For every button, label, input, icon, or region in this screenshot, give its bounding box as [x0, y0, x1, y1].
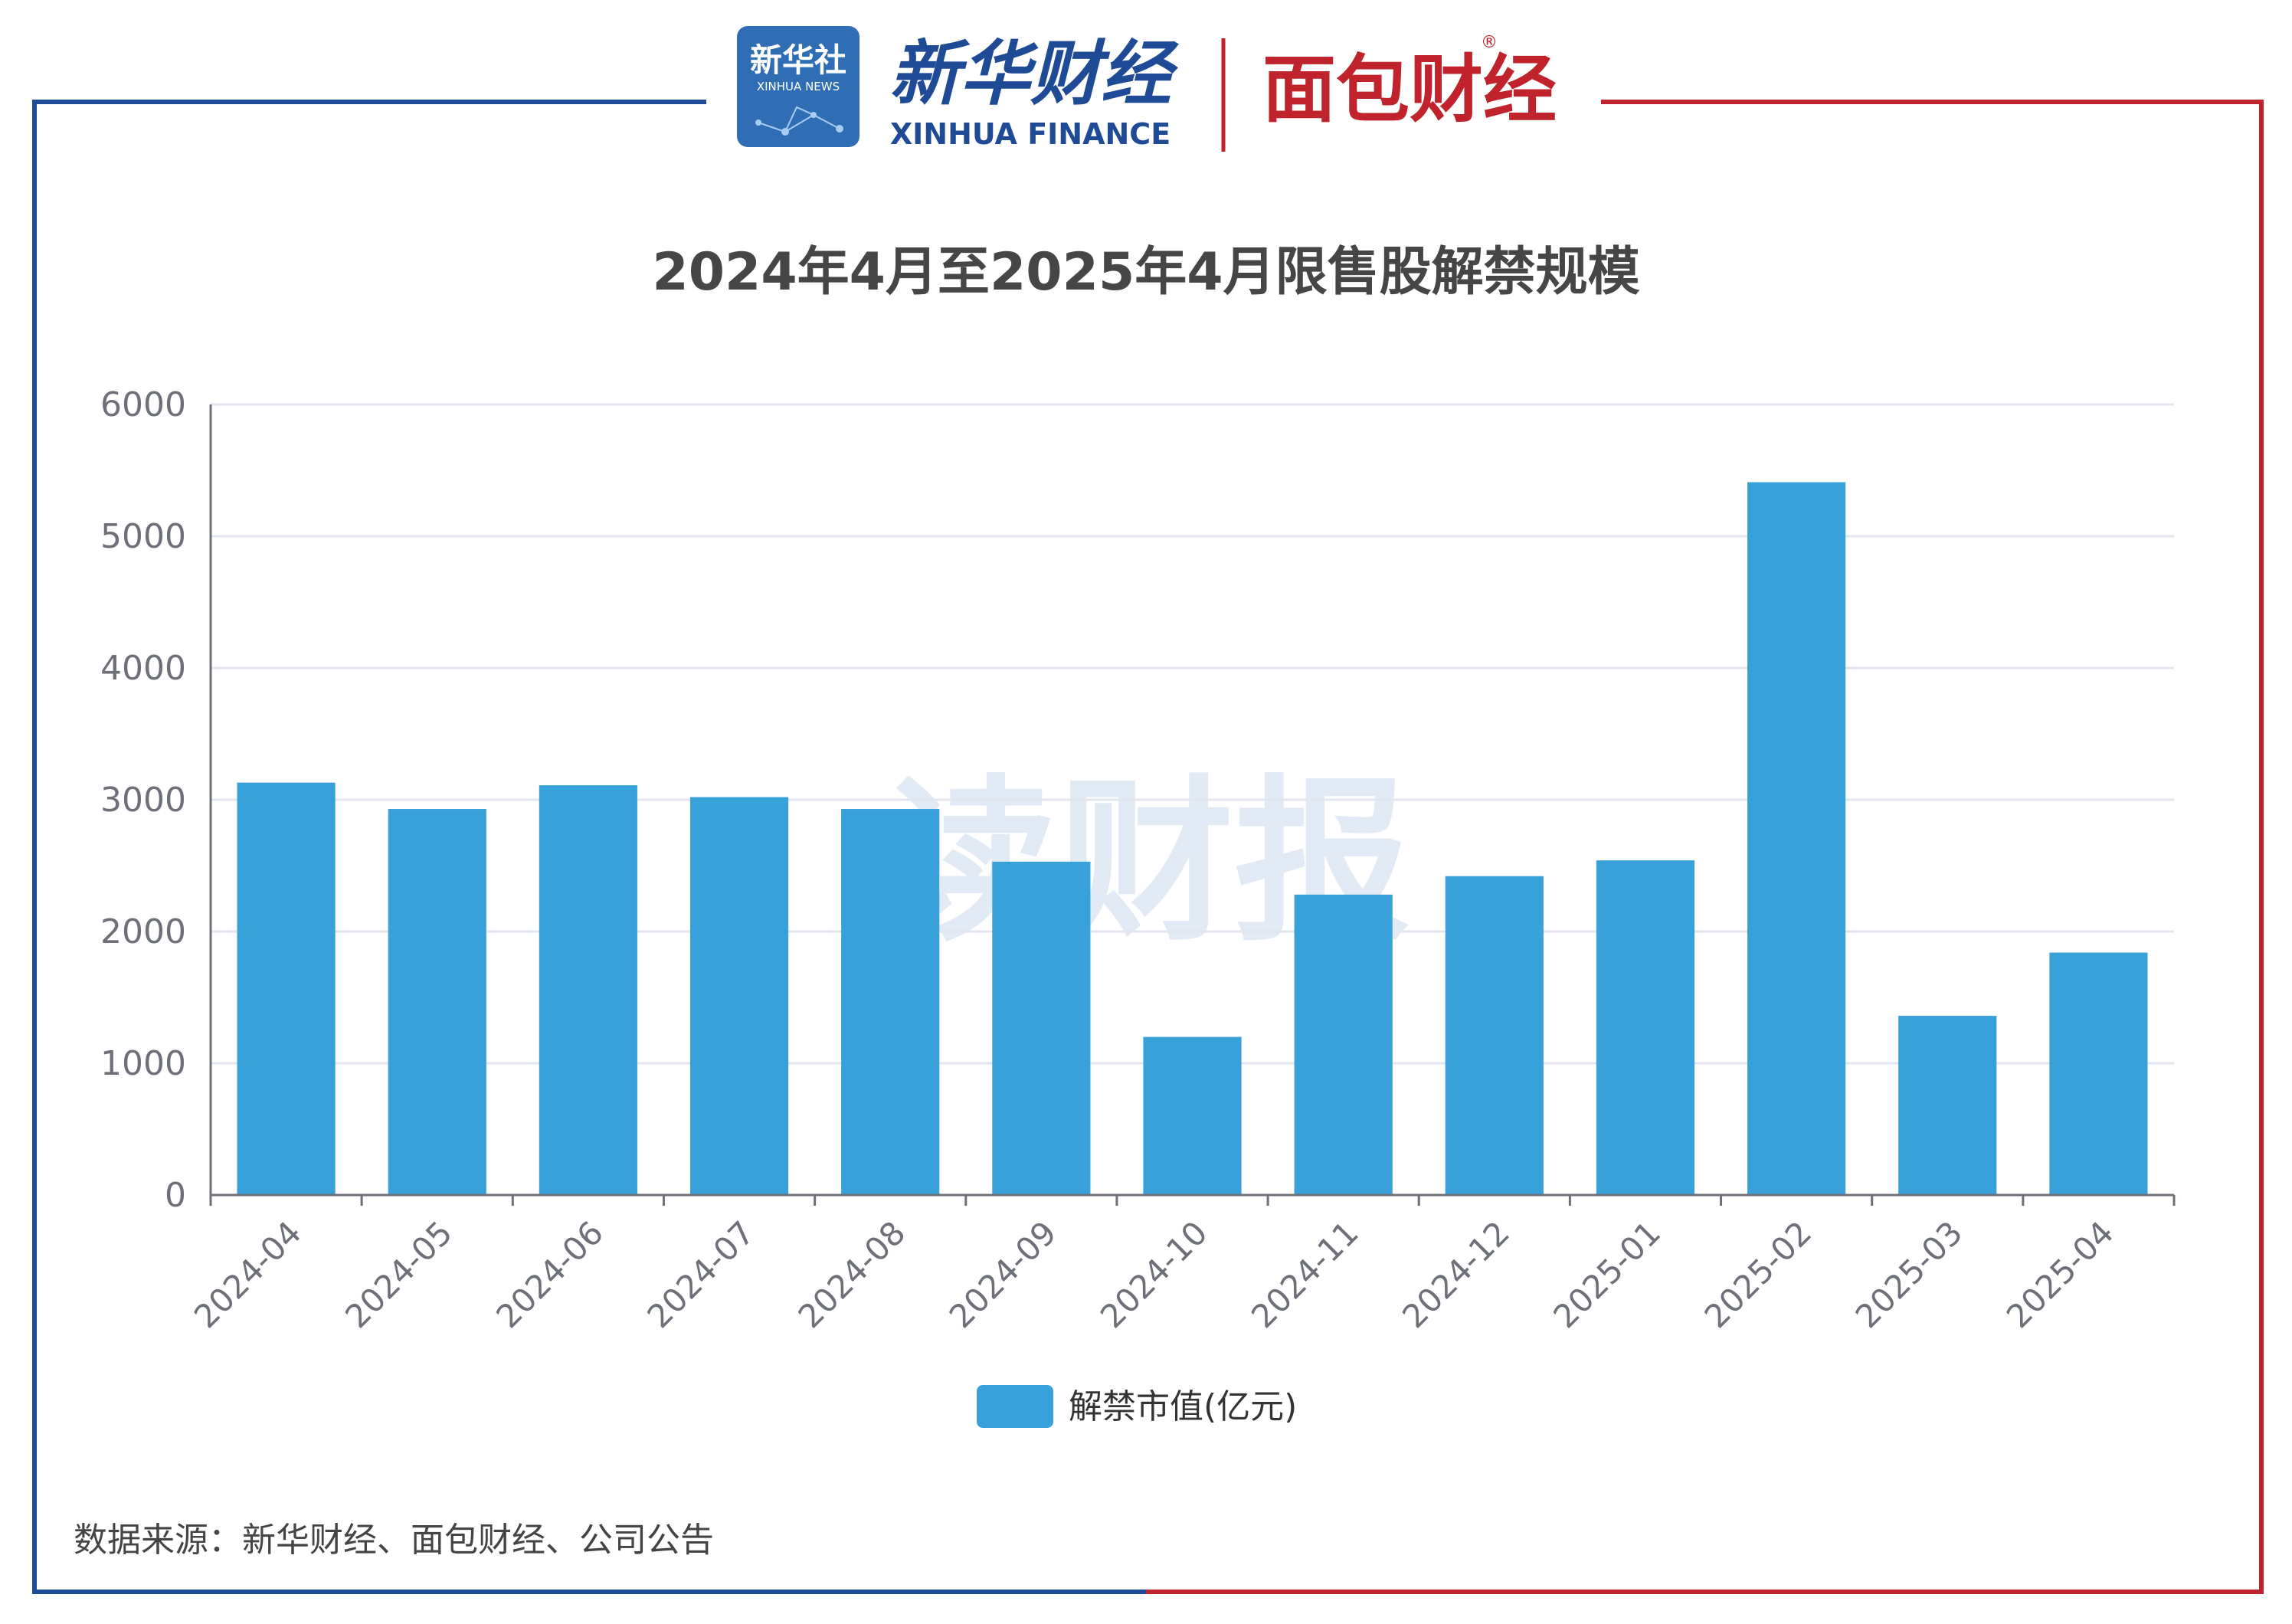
- header-logos: 新华社 XINHUA NEWS 新华财经 XINHUA FINANCE 面包财经…: [737, 26, 1557, 152]
- bar[interactable]: [388, 809, 486, 1195]
- frame: [32, 100, 2264, 1594]
- bar[interactable]: [237, 782, 336, 1195]
- xinhua-finance-en: XINHUA FINANCE: [890, 117, 1171, 151]
- x-tick-label: 2025-04: [1999, 1213, 2121, 1335]
- x-tick-label: 2024-09: [942, 1213, 1064, 1335]
- y-tick-label: 3000: [100, 781, 186, 820]
- legend-label: 解禁市值(亿元): [1069, 1387, 1297, 1426]
- x-tick-label: 2024-11: [1244, 1213, 1366, 1335]
- xinhua-news-logo: 新华社 XINHUA NEWS: [737, 26, 860, 147]
- bar[interactable]: [1596, 860, 1695, 1195]
- y-tick-label: 2000: [100, 912, 186, 951]
- y-tick-label: 0: [165, 1176, 186, 1215]
- x-tick-label: 2024-05: [338, 1213, 460, 1335]
- bar[interactable]: [841, 809, 940, 1195]
- axes: [209, 404, 2176, 1206]
- xinhua-finance-cn: 新华财经: [889, 33, 1179, 115]
- bar[interactable]: [1747, 482, 1846, 1195]
- bar[interactable]: [1143, 1036, 1242, 1195]
- y-axis-ticks: 0 1000 2000 3000 4000 5000 6000: [100, 385, 186, 1215]
- y-tick-label: 4000: [100, 649, 186, 688]
- x-tick-label: 2025-03: [1848, 1213, 1970, 1335]
- x-tick-label: 2025-01: [1546, 1213, 1668, 1335]
- legend[interactable]: 解禁市值(亿元): [977, 1385, 1297, 1428]
- frame-right-border: [1146, 100, 2264, 1594]
- bar[interactable]: [1445, 876, 1544, 1195]
- mianbao-logo: 面包财经: [1262, 47, 1557, 133]
- x-tick-label: 2024-12: [1395, 1213, 1517, 1335]
- xinhua-badge-en: XINHUA NEWS: [757, 80, 840, 93]
- bar[interactable]: [689, 797, 789, 1195]
- legend-swatch: [977, 1385, 1053, 1428]
- bar[interactable]: [2049, 952, 2148, 1195]
- bar[interactable]: [992, 861, 1091, 1195]
- xinhua-badge-cn: 新华社: [750, 41, 846, 79]
- x-axis-ticks: 2024-04 2024-05 2024-06 2024-07 2024-08 2024-…: [187, 1213, 2121, 1335]
- x-tick-label: 2025-02: [1698, 1213, 1819, 1335]
- x-tick-label: 2024-10: [1093, 1213, 1215, 1335]
- bars: [237, 482, 2148, 1195]
- chart-title: 2024年4月至2025年4月限售股解禁规模: [652, 242, 1639, 303]
- y-tick-label: 6000: [100, 385, 186, 424]
- x-tick-label: 2024-06: [489, 1213, 611, 1335]
- bar[interactable]: [539, 785, 637, 1195]
- bar[interactable]: [1898, 1016, 1997, 1195]
- registered-mark: ®: [1481, 33, 1498, 52]
- x-tick-label: 2024-04: [187, 1213, 309, 1335]
- source-note: 数据来源：新华财经、面包财经、公司公告: [74, 1521, 714, 1560]
- y-tick-label: 1000: [100, 1044, 186, 1083]
- x-tick-label: 2024-07: [640, 1213, 761, 1335]
- y-tick-label: 5000: [100, 517, 186, 556]
- bar[interactable]: [1294, 894, 1393, 1195]
- frame-left-border: [32, 100, 1146, 1594]
- x-tick-label: 2024-08: [791, 1213, 913, 1335]
